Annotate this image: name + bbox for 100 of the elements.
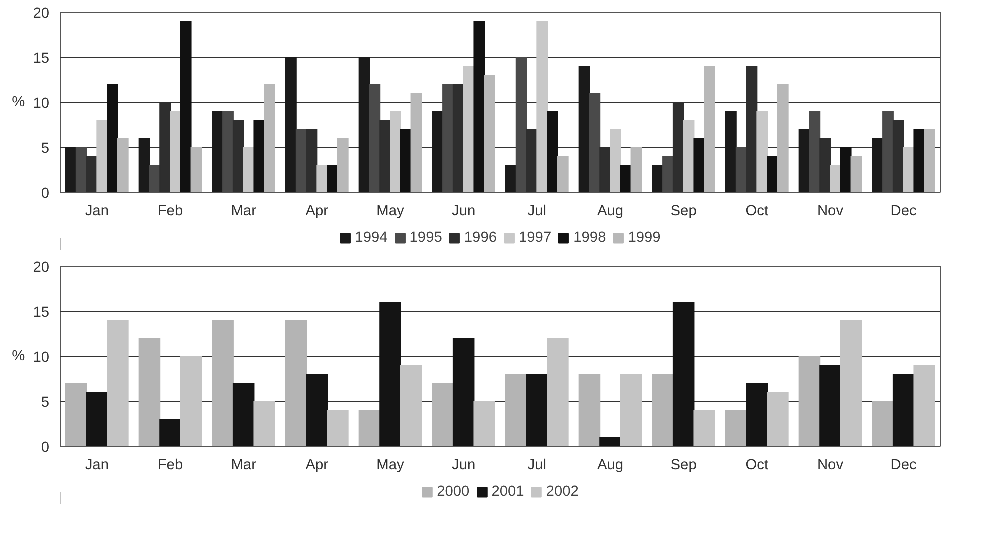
bar xyxy=(914,129,926,192)
bar xyxy=(600,437,622,446)
legend-label: 2001 xyxy=(492,484,524,500)
bar xyxy=(892,374,915,446)
x-tick-label: May xyxy=(376,458,406,474)
x-tick-label: Sep xyxy=(670,204,697,220)
bar xyxy=(66,383,88,446)
bar xyxy=(620,165,632,192)
bar xyxy=(652,165,664,192)
legend-label: 2002 xyxy=(546,484,579,500)
bar xyxy=(170,111,182,192)
bar xyxy=(212,111,224,192)
x-tick-label: Jul xyxy=(528,458,547,474)
bar xyxy=(726,410,748,446)
x-tick-label: Mar xyxy=(231,458,257,474)
bar xyxy=(327,410,349,446)
legend-label: 1996 xyxy=(464,230,497,246)
x-tick-label: Mar xyxy=(231,204,257,220)
bar xyxy=(610,129,622,192)
bar xyxy=(683,120,695,192)
y-tick-label: 10 xyxy=(33,96,50,112)
x-tick-label: Jul xyxy=(528,204,547,220)
bar xyxy=(536,21,548,192)
bar xyxy=(694,410,716,446)
x-tick-label: Jan xyxy=(85,204,109,220)
y-tick-label: 0 xyxy=(41,186,50,202)
bar xyxy=(232,383,255,446)
bar xyxy=(600,147,611,192)
bar xyxy=(474,401,496,446)
bar xyxy=(66,147,77,192)
x-tick-label: Oct xyxy=(746,204,769,220)
y-tick-label: 20 xyxy=(33,260,50,276)
bar xyxy=(190,147,202,192)
x-tick-label: Dec xyxy=(890,204,917,220)
y-tick-label: 5 xyxy=(41,141,50,157)
x-tick-label: Jun xyxy=(452,204,476,220)
x-tick-label: Apr xyxy=(306,204,329,220)
bar xyxy=(400,365,422,446)
bar xyxy=(380,120,391,192)
bar xyxy=(652,374,674,446)
legend-label: 1995 xyxy=(410,230,442,246)
bar xyxy=(840,320,862,446)
y-tick-label: 10 xyxy=(33,350,50,366)
bar xyxy=(872,138,884,192)
legend-label: 2000 xyxy=(437,484,470,500)
bar xyxy=(180,356,202,446)
x-tick-label: Feb xyxy=(158,458,184,474)
bar xyxy=(264,84,276,192)
bar xyxy=(160,419,182,446)
x-tick-label: Sep xyxy=(670,458,697,474)
bar xyxy=(358,410,381,446)
x-tick-label: May xyxy=(376,204,406,220)
x-tick-label: Aug xyxy=(597,458,624,474)
x-tick-label: Dec xyxy=(890,458,917,474)
bar xyxy=(117,138,129,192)
bar xyxy=(726,111,737,192)
bar xyxy=(212,320,234,446)
bar xyxy=(107,320,129,446)
bar xyxy=(672,302,695,446)
bar xyxy=(138,338,161,446)
y-axis-title: % xyxy=(12,348,26,364)
x-tick-label: Feb xyxy=(158,204,184,220)
legend-label: 1999 xyxy=(628,230,661,246)
legend-label: 1994 xyxy=(355,230,388,246)
bar xyxy=(316,165,328,192)
x-tick-label: Aug xyxy=(597,204,624,220)
bar xyxy=(526,374,548,446)
bar xyxy=(777,84,789,192)
bar xyxy=(86,392,108,446)
bar xyxy=(547,111,558,192)
bar xyxy=(850,156,862,192)
y-tick-label: 5 xyxy=(41,395,50,411)
bar xyxy=(704,66,716,192)
bar xyxy=(767,156,778,192)
bar xyxy=(578,374,601,446)
y-tick-label: 15 xyxy=(33,305,50,321)
x-tick-label: Nov xyxy=(817,458,844,474)
x-tick-label: Apr xyxy=(306,458,329,474)
bar xyxy=(107,84,118,192)
bar xyxy=(380,302,402,446)
bar xyxy=(756,111,768,192)
legend-label: 1997 xyxy=(519,230,552,246)
bar xyxy=(830,165,842,192)
x-tick-label: Nov xyxy=(817,204,844,220)
y-tick-label: 0 xyxy=(41,440,50,456)
bar xyxy=(452,84,464,192)
bar xyxy=(620,374,642,446)
bar xyxy=(892,120,904,192)
bar xyxy=(337,138,349,192)
x-tick-label: Oct xyxy=(746,458,769,474)
bar xyxy=(327,165,338,192)
y-tick-label: 15 xyxy=(33,51,50,67)
bar xyxy=(232,120,244,192)
bar xyxy=(746,383,768,446)
bar xyxy=(432,111,444,192)
bar xyxy=(506,374,528,446)
y-tick-label: 20 xyxy=(33,6,50,22)
bar xyxy=(306,374,328,446)
bar xyxy=(484,75,496,192)
x-tick-label: Jun xyxy=(452,458,476,474)
